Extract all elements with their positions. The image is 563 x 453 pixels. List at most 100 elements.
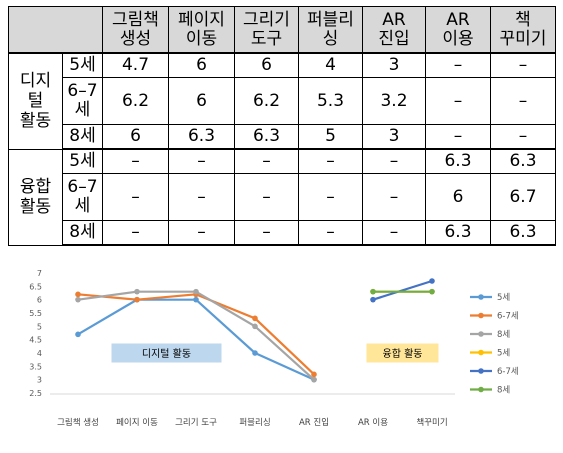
value-cell: 3 [362,124,426,150]
table-row: 8세 – – – – – 6.3 6.3 [9,220,556,246]
x-tick-label: 퍼블리싱 [239,417,270,428]
value-cell: – [425,52,491,78]
value-cell: 4.7 [102,52,169,78]
value-cell: 6.3 [425,220,491,246]
legend-label: 8세 [497,386,510,396]
y-tick-label: 5.5 [29,309,42,318]
y-tick-label: 5 [37,322,42,331]
y-tick-label: 3.5 [29,362,42,371]
series-line [372,279,433,301]
age-cell: 5세 [62,148,103,174]
value-cell: – [234,220,299,246]
legend-label: 5세 [497,293,510,303]
value-cell: 4 [298,52,363,78]
x-tick-label: AR 이용 [358,417,388,428]
value-cell: 5.3 [298,77,363,125]
data-point [193,296,199,303]
data-point [193,288,199,295]
data-table: 그림책 생성 페이지 이동 그리기 도구 퍼블리 싱 AR 진입 AR 이용 책… [8,6,556,246]
value-cell: 6 [234,52,299,78]
value-cell: – [490,52,556,78]
header-label: 페이지 이동 [178,9,225,49]
series-line [77,290,315,381]
value-cell: 6.3 [425,148,491,174]
header-cell: 그리기 도구 [234,6,299,54]
data-point [75,291,81,298]
table-row: 6–7 세 6.2 6 6.2 5.3 3.2 – – [9,77,556,125]
value-cell: 6.3 [234,124,299,150]
data-point [370,288,376,295]
value-cell: 3 [362,52,426,78]
annotation-label: 융합 활동 [383,347,423,360]
value-cell: – [168,220,235,246]
table-row: 8세 6 6.3 6.3 5 3 – – [9,124,556,150]
y-tick-label: 7 [37,269,42,278]
x-tick-label: 페이지 이동 [116,417,158,428]
group-label-convergence: 융합 활동 [8,148,63,246]
data-point [134,296,140,303]
value-cell: 6.3 [490,148,556,174]
value-cell: – [102,173,169,221]
header-cell: 책 꾸미기 [490,6,556,54]
data-point [370,296,376,303]
legend-marker [478,312,484,319]
value-cell: 6.7 [490,173,556,221]
value-cell: 6 [168,77,235,125]
value-cell: 6.2 [102,77,169,125]
header-cell: 그림책 생성 [102,6,169,54]
data-point [311,371,317,378]
age-label: 8세 [69,222,96,242]
data-point [252,350,258,356]
value-cell: – [425,124,491,150]
header-cell: AR 이용 [425,6,491,54]
data-point [311,376,317,383]
value-cell: 3.2 [362,77,426,125]
x-tick-label: 그림책 생성 [57,417,99,428]
header-label: 그림책 생성 [112,9,159,49]
group-label-text: 디지 털 활동 [19,71,52,132]
header-label: AR 진입 [378,9,410,49]
header-label: AR 이용 [442,9,474,49]
data-point [75,331,81,338]
table-row: 6–7 세 – – – – – 6 6.7 [9,173,556,221]
age-cell: 8세 [62,220,103,246]
legend-marker [478,294,484,300]
legend-marker [478,368,484,374]
legend-label: 6-7세 [497,312,519,322]
age-label: 8세 [69,126,96,146]
legend-marker [478,331,484,337]
y-tick-label: 6 [37,296,42,305]
x-tick-label: 책꾸미기 [416,417,447,428]
value-cell: – [168,148,235,174]
table-row: 융합 활동 5세 – – – – – 6.3 6.3 [8,148,556,246]
age-label: 6–7 세 [67,81,98,120]
data-point [75,296,81,303]
data-point [134,288,140,295]
age-label: 5세 [69,151,96,171]
value-cell: 6.2 [234,77,299,125]
header-label: 퍼블리 싱 [307,9,354,49]
age-cell: 8세 [62,124,103,150]
y-tick-label: 4 [37,349,42,358]
data-point [252,315,258,322]
legend-marker [478,386,484,393]
y-tick-label: 3 [37,376,42,385]
y-tick-label: 4.5 [29,336,42,345]
value-cell: – [362,148,426,174]
header-row: 그림책 생성 페이지 이동 그리기 도구 퍼블리 싱 AR 진입 AR 이용 책… [8,6,556,54]
age-cell: 6–7 세 [62,173,103,221]
value-cell: 6.3 [490,220,556,246]
value-cell: – [298,220,363,246]
value-cell: 6 [102,124,169,150]
data-point [429,288,435,295]
legend-label: 5세 [497,349,510,359]
table-row: 디지 털 활동 5세 4.7 6 6 4 3 – – [8,52,556,150]
value-cell: – [102,148,169,174]
annotation-box [111,343,222,363]
value-cell: 6 [425,173,491,221]
group-label-text: 융합 활동 [19,177,52,217]
value-cell: – [102,220,169,246]
value-cell: – [234,173,299,221]
value-cell: – [298,148,363,174]
value-cell: 6 [168,52,235,78]
